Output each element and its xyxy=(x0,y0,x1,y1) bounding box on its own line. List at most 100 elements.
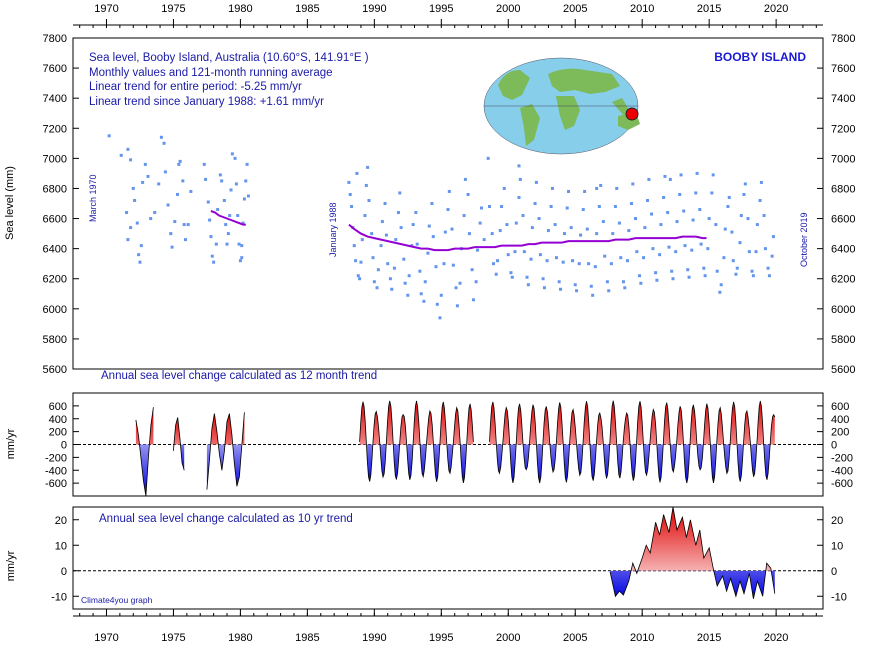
monthly-point xyxy=(498,229,502,233)
monthly-point xyxy=(162,141,166,145)
monthly-point xyxy=(347,180,351,184)
monthly-point xyxy=(571,259,575,263)
x-tick-label-top: 2005 xyxy=(563,3,587,15)
monthly-point xyxy=(634,217,637,221)
monthly-point xyxy=(245,162,249,166)
running-average-line xyxy=(348,223,707,252)
monthly-point xyxy=(107,134,111,138)
monthly-point xyxy=(522,250,526,254)
monthly-point xyxy=(210,254,214,258)
monthly-point xyxy=(762,214,766,218)
monthly-point xyxy=(384,233,388,237)
monthly-point xyxy=(474,280,478,284)
monthly-point xyxy=(492,262,496,266)
monthly-point xyxy=(509,271,513,275)
monthly-point xyxy=(691,218,695,222)
y-tick-label-right: -10 xyxy=(831,591,847,603)
monthly-point xyxy=(597,205,601,209)
monthly-point xyxy=(694,191,698,195)
monthly-point xyxy=(390,287,394,291)
monthly-point xyxy=(356,274,360,278)
monthly-point xyxy=(238,259,242,263)
monthly-point xyxy=(137,253,141,257)
monthly-point xyxy=(352,244,356,248)
monthly-point xyxy=(631,182,635,186)
monthly-point xyxy=(407,274,411,278)
monthly-point xyxy=(625,259,629,263)
monthly-point xyxy=(163,170,167,174)
monthly-point xyxy=(623,286,627,290)
monthly-point xyxy=(204,177,208,181)
monthly-point xyxy=(719,283,723,287)
monthly-point xyxy=(643,226,647,230)
monthly-point xyxy=(770,254,774,258)
monthly-point xyxy=(177,162,181,166)
panel-frame xyxy=(72,506,824,610)
monthly-point xyxy=(518,177,522,181)
monthly-point xyxy=(589,284,593,288)
annual-trend-positive-area xyxy=(135,407,154,445)
y-tick-label-right: 6800 xyxy=(831,183,855,195)
x-tick-label-top: 2020 xyxy=(764,3,788,15)
x-tick-label-bottom: 1985 xyxy=(295,632,319,644)
world-map-inset xyxy=(483,57,640,155)
annotation-march-1970: March 1970 xyxy=(88,174,98,222)
monthly-point xyxy=(372,280,376,284)
monthly-point xyxy=(679,173,683,177)
monthly-point xyxy=(754,250,758,254)
monthly-point xyxy=(638,274,642,278)
monthly-point xyxy=(658,253,662,257)
y-tick-label-right: -200 xyxy=(831,452,853,464)
monthly-point xyxy=(364,183,368,187)
trend-outline xyxy=(135,407,154,497)
monthly-point xyxy=(153,211,157,215)
monthly-point xyxy=(525,275,529,279)
y-tick-label-left: 400 xyxy=(49,414,67,426)
monthly-point xyxy=(695,171,699,175)
monthly-point xyxy=(240,244,244,248)
monthly-point xyxy=(370,232,374,236)
monthly-point xyxy=(617,221,621,225)
monthly-point xyxy=(398,191,402,195)
monthly-point xyxy=(662,195,666,199)
x-tick-label-bottom: 2000 xyxy=(496,632,520,644)
monthly-point xyxy=(135,221,139,225)
x-tick-label-top: 1970 xyxy=(94,3,118,15)
monthly-point xyxy=(490,232,494,236)
annotation-january-1988: January 1988 xyxy=(328,202,338,257)
monthly-point xyxy=(209,235,213,239)
monthly-point xyxy=(546,229,550,233)
monthly-point xyxy=(443,230,447,234)
monthly-point xyxy=(360,238,364,242)
monthly-point xyxy=(502,186,506,190)
y-tick-label-left: 5800 xyxy=(43,334,67,346)
monthly-point xyxy=(715,269,719,273)
monthly-point xyxy=(463,177,467,181)
x-tick-label-top: 2000 xyxy=(496,3,520,15)
title-line-1: Sea level, Booby Island, Australia (10.6… xyxy=(89,52,369,64)
monthly-point xyxy=(763,247,767,251)
monthly-point xyxy=(682,209,686,213)
x-tick-label-bottom: 2015 xyxy=(697,632,721,644)
x-tick-label-top: 2010 xyxy=(630,3,654,15)
y-tick-label-right: 5800 xyxy=(831,334,855,346)
monthly-point xyxy=(129,158,133,162)
x-tick-label-bottom: 2020 xyxy=(764,632,788,644)
monthly-point xyxy=(746,217,750,221)
y-tick-label-left: 6600 xyxy=(43,214,67,226)
monthly-point xyxy=(723,227,727,231)
monthly-point xyxy=(629,202,633,205)
y-tick-label-left: 7800 xyxy=(43,33,67,45)
monthly-point xyxy=(379,244,383,248)
monthly-point xyxy=(666,211,670,215)
monthly-point xyxy=(126,147,130,151)
monthly-point xyxy=(513,250,517,254)
monthly-point xyxy=(119,153,123,157)
monthly-point xyxy=(226,232,230,236)
y-tick-label-left: 7200 xyxy=(43,123,67,135)
middle-panel-title: Annual sea level change calculated as 12… xyxy=(101,370,377,382)
monthly-point xyxy=(683,244,687,248)
monthly-point xyxy=(573,283,577,287)
monthly-point xyxy=(442,262,446,266)
y-tick-label-right: -400 xyxy=(831,465,853,477)
